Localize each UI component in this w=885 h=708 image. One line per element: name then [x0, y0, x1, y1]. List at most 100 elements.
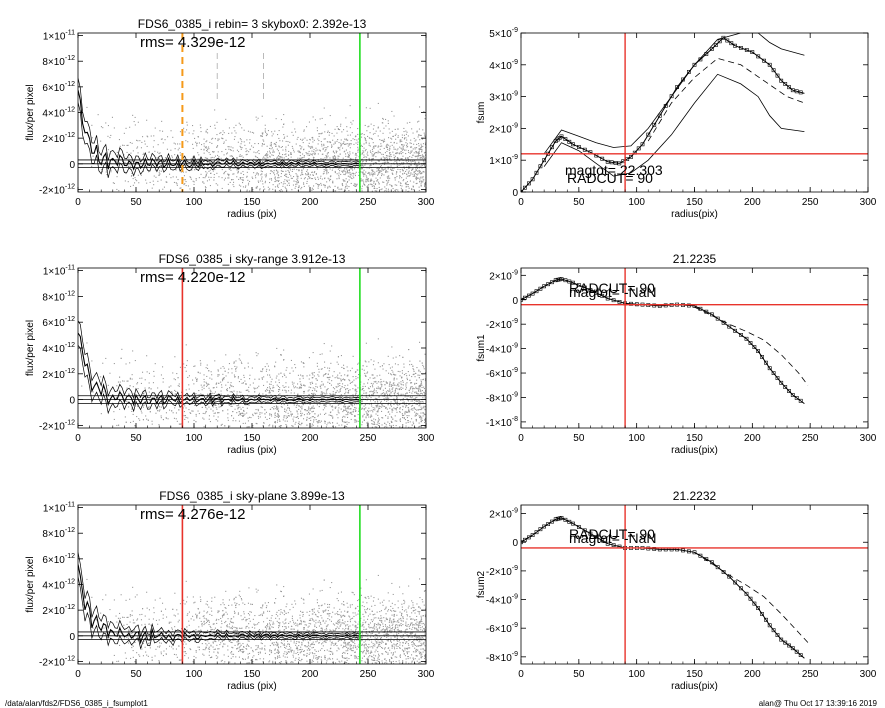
- scatter-point: [383, 127, 385, 129]
- scatter-point: [388, 161, 390, 163]
- scatter-point: [393, 191, 395, 192]
- scatter-point: [298, 405, 300, 407]
- scatter-point: [424, 422, 426, 424]
- scatter-point: [333, 371, 335, 373]
- scatter-point: [341, 424, 343, 426]
- scatter-point: [185, 389, 187, 391]
- scatter-point: [418, 400, 420, 402]
- scatter-point: [376, 423, 378, 425]
- scatter-point: [214, 169, 216, 171]
- scatter-point: [402, 147, 404, 149]
- scatter-point: [384, 422, 386, 424]
- scatter-point: [223, 154, 225, 156]
- scatter-point: [338, 424, 340, 426]
- scatter-point: [376, 170, 378, 172]
- scatter-point: [149, 411, 151, 413]
- scatter-point: [371, 174, 373, 176]
- scatter-point: [381, 406, 383, 408]
- scatter-point: [241, 412, 243, 414]
- scatter-point: [417, 374, 419, 376]
- scatter-point: [284, 174, 286, 176]
- scatter-point: [103, 391, 105, 393]
- scatter-point: [384, 426, 386, 428]
- scatter-point: [202, 177, 204, 179]
- scatter-point: [332, 417, 334, 419]
- scatter-point: [343, 180, 345, 182]
- scatter-point: [128, 406, 130, 408]
- scatter-point: [132, 413, 134, 415]
- scatter-point: [254, 391, 256, 393]
- scatter-point: [327, 187, 329, 189]
- scatter-point: [354, 185, 356, 187]
- scatter-point: [160, 374, 162, 376]
- scatter-point: [356, 420, 358, 422]
- scatter-point: [200, 173, 202, 175]
- scatter-point: [307, 166, 309, 168]
- scatter-point: [233, 127, 235, 129]
- scatter-point: [374, 423, 376, 425]
- scatter-point: [321, 381, 323, 383]
- scatter-point: [228, 148, 230, 150]
- scatter-point: [376, 404, 378, 406]
- scatter-point: [377, 174, 379, 176]
- scatter-point: [333, 157, 335, 159]
- scatter-point: [403, 363, 405, 365]
- scatter-point: [321, 393, 323, 395]
- scatter-point: [362, 180, 364, 182]
- scatter-point: [355, 389, 357, 391]
- scatter-point: [390, 156, 392, 158]
- scatter-point: [199, 158, 201, 160]
- scatter-point: [311, 189, 313, 191]
- scatter-point: [257, 173, 259, 175]
- scatter-point: [239, 161, 241, 163]
- scatter-point: [212, 137, 214, 139]
- scatter-point: [283, 404, 285, 406]
- scatter-point: [383, 138, 385, 140]
- scatter-point: [128, 157, 130, 159]
- scatter-point: [408, 374, 410, 376]
- scatter-point: [367, 411, 369, 413]
- scatter-point: [400, 139, 402, 141]
- scatter-point: [391, 421, 393, 423]
- scatter-point: [320, 393, 322, 395]
- scatter-point: [362, 171, 364, 173]
- scatter-point: [242, 382, 244, 384]
- scatter-point: [395, 152, 397, 154]
- scatter-point: [269, 383, 271, 385]
- scatter-point: [280, 173, 282, 175]
- scatter-point: [372, 423, 374, 425]
- scatter-point: [328, 379, 330, 381]
- scatter-point: [288, 407, 290, 409]
- scatter-point: [385, 171, 387, 173]
- scatter-point: [390, 141, 392, 143]
- scatter-point: [286, 409, 288, 411]
- scatter-point: [206, 128, 208, 130]
- scatter-point: [327, 186, 329, 188]
- scatter-point: [206, 364, 208, 366]
- scatter-point: [421, 155, 423, 157]
- scatter-point: [255, 173, 257, 175]
- scatter-point: [256, 119, 258, 121]
- scatter-point: [358, 161, 360, 163]
- scatter-point: [329, 412, 331, 414]
- scatter-point: [405, 182, 407, 184]
- scatter-point: [285, 411, 287, 413]
- scatter-point: [301, 157, 303, 159]
- scatter-point: [224, 171, 226, 173]
- scatter-point: [324, 124, 326, 126]
- scatter-point: [146, 355, 148, 357]
- scatter-point: [332, 409, 334, 411]
- scatter-point: [217, 370, 219, 372]
- scatter-point: [224, 177, 226, 179]
- scatter-point: [261, 132, 263, 134]
- scatter-point: [396, 397, 398, 399]
- scatter-point: [367, 172, 369, 174]
- scatter-point: [418, 385, 420, 387]
- scatter-point: [347, 175, 349, 177]
- scatter-point: [311, 425, 313, 427]
- scatter-point: [352, 152, 354, 154]
- scatter-point: [400, 164, 402, 166]
- scatter-point: [401, 134, 403, 136]
- scatter-point: [414, 147, 416, 149]
- scatter-point: [390, 184, 392, 186]
